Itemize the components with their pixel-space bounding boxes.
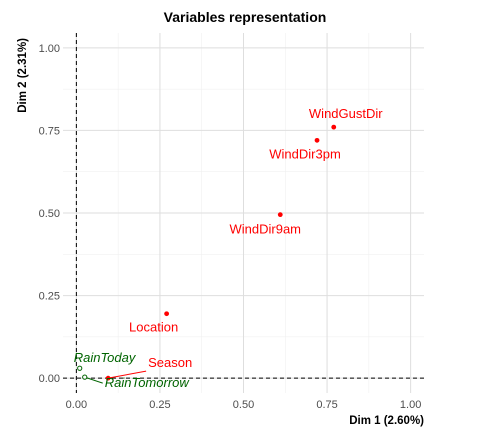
label-location: Location — [129, 320, 178, 335]
reference-lines — [63, 33, 424, 393]
label-raintomorrow: RainTomorrow — [105, 375, 191, 390]
y-tick-label: 0.00 — [39, 373, 60, 385]
label-season: Season — [148, 355, 192, 370]
label-winddir9am: WindDir9am — [230, 222, 302, 237]
point-winddir9am — [277, 212, 283, 218]
point-windgustdir — [331, 124, 337, 130]
y-axis-title: Dim 2 (2.31%) — [17, 38, 29, 113]
connector-raintomorrow — [84, 376, 103, 384]
x-axis-title: Dim 1 (2.60%) — [349, 415, 424, 427]
x-tick-label: 0.25 — [149, 399, 170, 411]
y-tick-label: 1.00 — [39, 43, 60, 55]
point-winddir3pm — [314, 137, 320, 143]
grid — [63, 33, 424, 393]
y-tick-label: 0.75 — [39, 125, 60, 137]
chart-title: Variables representation — [164, 9, 327, 25]
y-tick-labels: 0.00 0.25 0.50 0.75 1.00 — [39, 43, 60, 385]
point-labels: WindGustDir WindDir3pm WindDir9am Location S… — [74, 106, 384, 390]
label-windgustdir: WindGustDir — [309, 106, 383, 121]
point-raintoday — [77, 365, 83, 371]
x-tick-label: 1.00 — [400, 399, 421, 411]
label-connectors — [84, 370, 147, 384]
label-raintoday: RainToday — [74, 350, 137, 365]
y-tick-label: 0.25 — [39, 291, 60, 303]
y-tick-label: 0.50 — [39, 208, 60, 220]
point-raintomorrow — [82, 374, 88, 380]
connector-season — [108, 370, 147, 379]
x-tick-label: 0.00 — [66, 399, 87, 411]
data-points — [77, 124, 337, 381]
x-tick-labels: 0.00 0.25 0.50 0.75 1.00 — [66, 399, 422, 411]
label-winddir3pm: WindDir3pm — [269, 146, 341, 161]
x-tick-label: 0.75 — [316, 399, 337, 411]
point-location — [164, 311, 170, 317]
point-season — [105, 375, 111, 381]
x-tick-label: 0.50 — [233, 399, 254, 411]
